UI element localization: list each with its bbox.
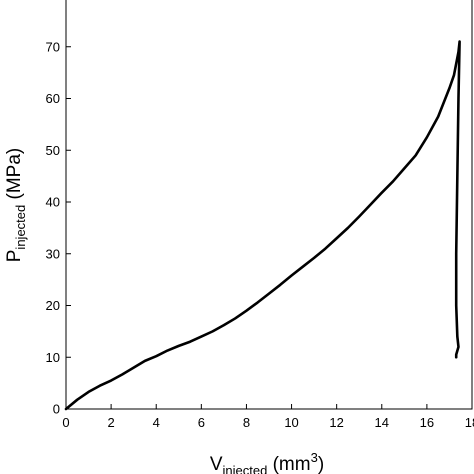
- x-tick-label: 18: [465, 415, 474, 430]
- x-tick-label: 8: [243, 415, 250, 430]
- y-tick-label: 80: [46, 0, 60, 3]
- y-tick-label: 10: [46, 350, 60, 365]
- x-tick-label: 16: [420, 415, 434, 430]
- y-tick-label: 30: [46, 246, 60, 261]
- y-axis-ticks: 0 10 20 30 40 50 60 70 80: [46, 0, 71, 417]
- x-tick-label: 14: [375, 415, 389, 430]
- y-tick-label: 0: [53, 402, 60, 417]
- plot-frame: [65, 0, 473, 410]
- y-tick-label: 70: [46, 39, 60, 54]
- x-tick-label: 10: [284, 415, 298, 430]
- x-tick-label: 0: [62, 415, 69, 430]
- y-tick-label: 60: [46, 91, 60, 106]
- x-tick-label: 6: [198, 415, 205, 430]
- y-tick-label: 50: [46, 143, 60, 158]
- x-axis-ticks: 0 2 4 6 8 10 12 14 16 18: [62, 404, 474, 430]
- x-tick-label: 12: [329, 415, 343, 430]
- x-tick-label: 2: [107, 415, 114, 430]
- y-tick-label: 40: [46, 195, 60, 210]
- plot-area-border: [65, 0, 473, 410]
- series-line: [64, 40, 461, 411]
- x-axis-label: Vinjected (mm3): [210, 450, 324, 474]
- series-layer: [64, 40, 461, 411]
- y-tick-label: 20: [46, 298, 60, 313]
- y-axis-label: Pinjected (MPa): [4, 148, 28, 263]
- x-tick-label: 4: [153, 415, 160, 430]
